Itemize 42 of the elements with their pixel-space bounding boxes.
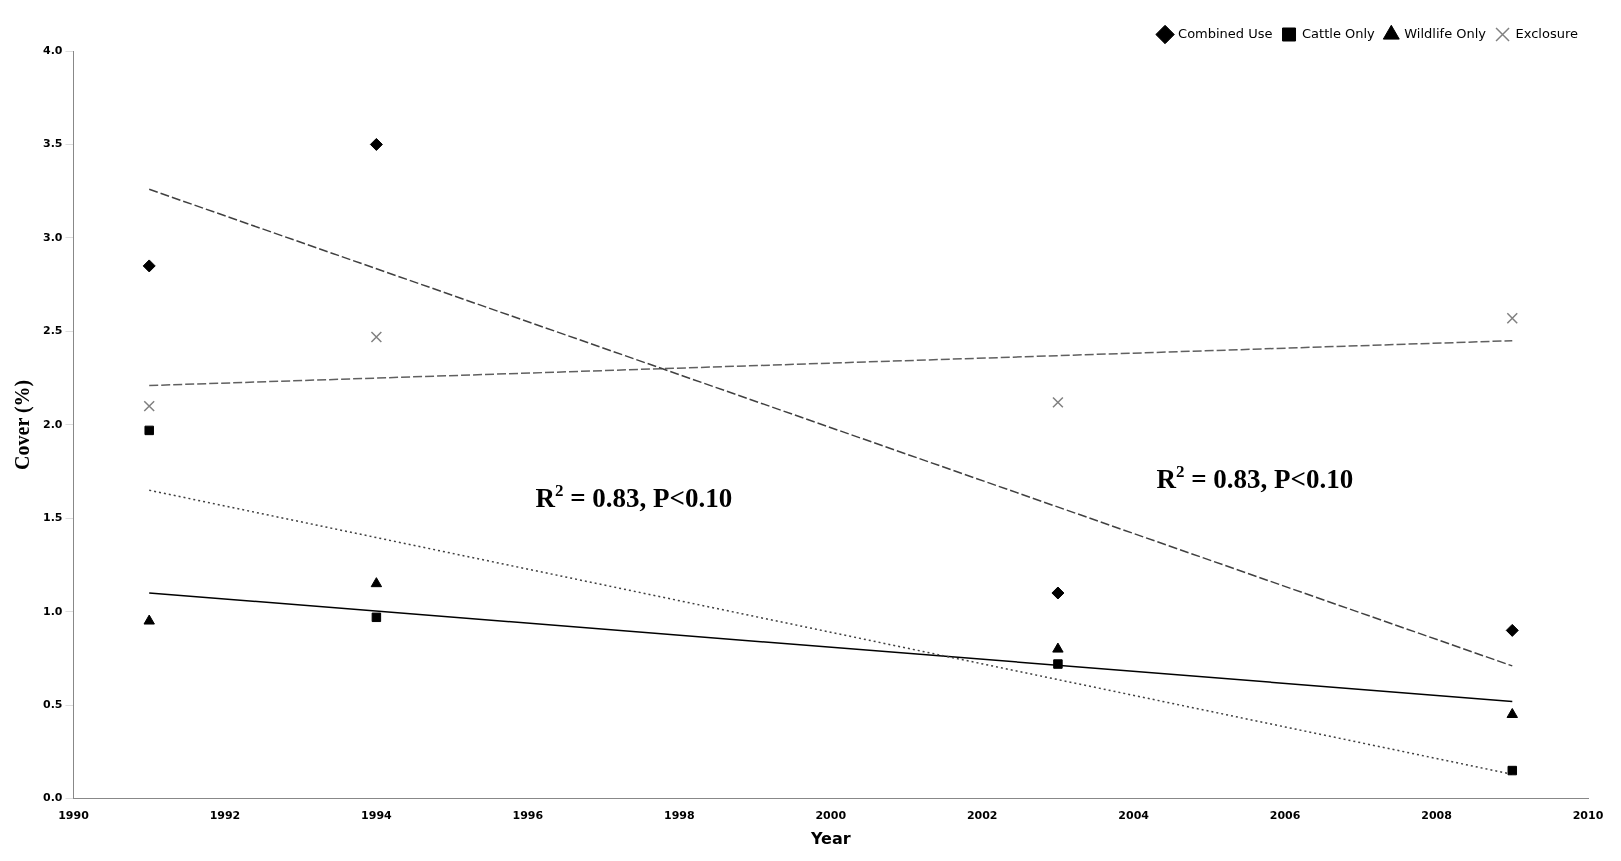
x-tick-label: 2000 [815,809,847,823]
point [142,259,156,273]
point [143,614,155,625]
y-tick-label: 0.0 [42,791,63,805]
x-tick-label: 1996 [512,809,544,823]
point [1052,396,1064,409]
x-axis-title: Year [809,828,851,848]
point [1053,659,1063,669]
y-tick-label: 1.0 [42,604,63,618]
x-tick-label: 1990 [58,809,90,823]
y-tick-label: 2.0 [42,417,63,431]
point [144,425,154,436]
point [1506,312,1518,324]
point [370,577,383,588]
y-tick-label: 3.0 [42,230,63,244]
point [370,331,383,343]
y-tick-label: 2.5 [42,324,63,338]
x-tick-label: 2008 [1421,809,1452,823]
x-tick-label: 2006 [1269,809,1301,823]
legend-label: Cattle Only [1302,25,1376,41]
x-tick-label: 2010 [1572,809,1604,823]
y-axis-title: Cover (%) [11,379,35,470]
point [143,400,155,412]
y-tick-label: 4.0 [42,43,63,57]
point [371,612,382,623]
legend-label: Combined Use [1178,25,1273,41]
point [1506,708,1518,718]
point [1051,586,1065,600]
x-tick-label: 1992 [209,809,241,823]
legend-label: Exclosure [1515,25,1579,41]
point [1505,623,1519,637]
y-tick-label: 1.5 [42,511,63,525]
point [1052,642,1064,653]
x-tick-label: 2004 [1118,809,1150,823]
point [369,137,383,151]
legend-label: Wildlife Only [1404,25,1487,41]
x-tick-label: 2002 [966,809,998,823]
x-tick-label: 1994 [361,809,393,823]
point [1507,765,1518,776]
y-tick-label: 0.5 [42,698,63,712]
x-tick-label: 1998 [663,809,695,823]
y-tick-label: 3.5 [42,137,63,151]
